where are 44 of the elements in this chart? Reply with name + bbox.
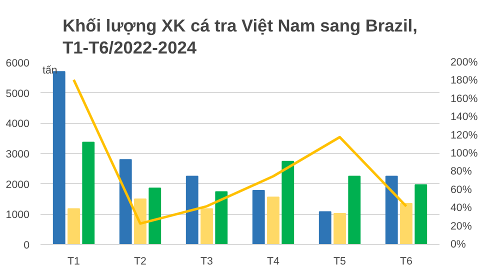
bar (119, 159, 132, 244)
y2-tick-label: 80% (450, 166, 472, 178)
y-tick-label: 5000 (6, 88, 30, 100)
y-tick-label: 4000 (6, 118, 30, 130)
y2-tick-label: 200% (450, 56, 478, 68)
y2-tick-label: 100% (450, 148, 478, 160)
y2-tick-label: 60% (450, 184, 472, 196)
bar (252, 190, 265, 244)
y-tick-label: 1000 (6, 209, 30, 222)
bar (334, 213, 346, 244)
y-tick-label: 6000 (6, 58, 30, 70)
y-axis-title: tấn (42, 64, 58, 76)
y2-tick-label: 120% (450, 129, 478, 142)
bar (134, 198, 146, 244)
chart-title: Khối lượng XK cá tra Việt Nam sang Brazil, T1-T6/2022-2024 (62, 16, 418, 58)
bar (148, 188, 162, 244)
bar (68, 208, 80, 244)
y2-tick-label: 20% (450, 220, 472, 232)
y2-tick-label: 180% (450, 74, 478, 87)
bar (385, 176, 398, 244)
y-tick-label: 2000 (6, 178, 30, 191)
line-series (72, 78, 408, 225)
bar (282, 160, 294, 244)
y-tick-label: 3000 (6, 148, 30, 160)
x-tick-label: T5 (334, 256, 346, 268)
x-tick-label: T6 (400, 256, 413, 268)
bar (400, 203, 412, 244)
y2-tick-label: 140% (450, 111, 478, 124)
bar (82, 142, 95, 244)
x-tick-label: T2 (134, 256, 147, 268)
bar (414, 184, 428, 244)
bar (348, 176, 361, 244)
x-tick-label: T4 (267, 256, 280, 268)
x-tick-label: T3 (200, 256, 214, 268)
y2-tick-label: 0% (450, 238, 466, 250)
bar (186, 176, 198, 244)
bar (318, 211, 332, 244)
y2-tick-label: 40% (450, 202, 472, 214)
y2-tick-label: 160% (450, 92, 478, 105)
y-tick-label: 0 (24, 240, 30, 252)
bar (215, 191, 228, 244)
bar (200, 208, 213, 244)
x-tick-label: T1 (68, 256, 80, 268)
bar (267, 196, 280, 244)
